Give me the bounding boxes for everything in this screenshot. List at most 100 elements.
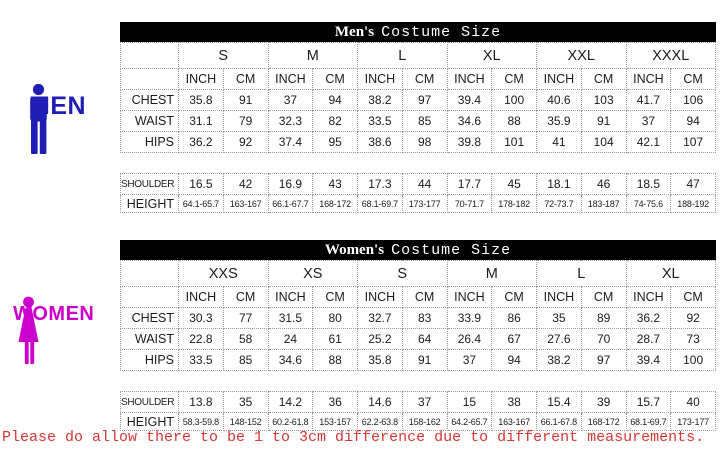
- size-header-m: M: [267, 42, 358, 69]
- value-cell: 91: [222, 89, 269, 111]
- value-cell: 70: [580, 328, 627, 350]
- table-gap: [120, 152, 716, 174]
- unit-header-inch: INCH: [446, 286, 493, 308]
- value-cell: 94: [670, 110, 716, 132]
- row-label-height: HEIGHT: [120, 412, 179, 431]
- value-cell: 83: [401, 307, 448, 329]
- unit-header-inch: INCH: [536, 286, 582, 308]
- unit-header-cm: CM: [670, 68, 716, 90]
- corner-cell: [120, 286, 179, 308]
- value-cell: 72-73.7: [536, 194, 582, 213]
- size-header-m: M: [446, 260, 537, 287]
- value-cell: 97: [580, 349, 627, 371]
- value-cell: 41.7: [625, 89, 672, 111]
- value-cell: 39.4: [625, 349, 672, 371]
- value-cell: 14.2: [267, 391, 314, 413]
- mens-table-title: Men's Costume Size: [120, 22, 716, 42]
- size-header-s: S: [357, 260, 448, 287]
- value-cell: 158-162: [401, 412, 448, 431]
- row-label-height: HEIGHT: [120, 194, 179, 213]
- value-cell: 45: [491, 173, 537, 195]
- size-header-xxl: XXL: [536, 42, 627, 69]
- value-cell: 43: [312, 173, 358, 195]
- value-cell: 22.8: [178, 328, 224, 350]
- row-label-waist: WAIST: [120, 328, 179, 350]
- corner-cell: [120, 260, 179, 287]
- value-cell: 37.4: [267, 131, 314, 153]
- unit-header-inch: INCH: [178, 68, 224, 90]
- size-header-xxs: XXS: [178, 260, 269, 287]
- value-cell: 37: [446, 349, 493, 371]
- value-cell: 25.2: [357, 328, 403, 350]
- value-cell: 104: [580, 131, 627, 153]
- value-cell: 36.2: [625, 307, 672, 329]
- value-cell: 41: [536, 131, 582, 153]
- value-cell: 58: [222, 328, 269, 350]
- row-label-hips: HIPS: [120, 349, 179, 371]
- value-cell: 100: [670, 349, 716, 371]
- value-cell: 32.3: [267, 110, 314, 132]
- woman-figure-icon: [18, 296, 39, 364]
- value-cell: 168-172: [580, 412, 627, 431]
- value-cell: 36: [312, 391, 358, 413]
- value-cell: 85: [401, 110, 448, 132]
- value-cell: 17.7: [446, 173, 493, 195]
- value-cell: 40: [670, 391, 716, 413]
- value-cell: 40.6: [536, 89, 582, 111]
- value-cell: 94: [312, 89, 358, 111]
- value-cell: 28.7: [625, 328, 672, 350]
- value-cell: 188-192: [670, 194, 716, 213]
- value-cell: 73: [670, 328, 716, 350]
- value-cell: 14.6: [357, 391, 403, 413]
- value-cell: 89: [580, 307, 627, 329]
- value-cell: 35: [536, 307, 582, 329]
- women-label: WOMEN: [13, 303, 95, 325]
- mens-size-table: S M L XL XXL XXXL INCH CM INCH CM INCH CM INCH CM INCH…: [120, 42, 716, 213]
- value-cell: 100: [491, 89, 537, 111]
- value-cell: 39.4: [446, 89, 493, 111]
- title-text: Costume Size: [391, 242, 512, 259]
- unit-header-cm: CM: [222, 286, 269, 308]
- value-cell: 92: [222, 131, 269, 153]
- womens-table-title: Women's Costume Size: [120, 240, 716, 260]
- value-cell: 70-71.7: [446, 194, 493, 213]
- row-label-waist: WAIST: [120, 110, 179, 132]
- value-cell: 95: [312, 131, 358, 153]
- unit-header-cm: CM: [580, 68, 627, 90]
- womens-size-chart: Women's Costume Size XXS XS S M L XL INCH CM INCH…: [120, 240, 716, 431]
- value-cell: 38.6: [357, 131, 403, 153]
- value-cell: 33.9: [446, 307, 493, 329]
- value-cell: 64: [401, 328, 448, 350]
- value-cell: 15.4: [536, 391, 582, 413]
- value-cell: 24: [267, 328, 314, 350]
- value-cell: 98: [401, 131, 448, 153]
- value-cell: 30.3: [178, 307, 224, 329]
- value-cell: 35.9: [536, 110, 582, 132]
- value-cell: 68.1-69.7: [625, 412, 672, 431]
- value-cell: 77: [222, 307, 269, 329]
- value-cell: 91: [580, 110, 627, 132]
- value-cell: 163-167: [491, 412, 537, 431]
- value-cell: 35.8: [178, 89, 224, 111]
- row-label-chest: CHEST: [120, 307, 179, 329]
- value-cell: 173-177: [670, 412, 716, 431]
- value-cell: 79: [222, 110, 269, 132]
- corner-cell: [120, 42, 179, 69]
- title-gender: Women's: [324, 242, 385, 258]
- value-cell: 178-182: [491, 194, 537, 213]
- unit-header-inch: INCH: [357, 286, 403, 308]
- unit-header-cm: CM: [491, 68, 537, 90]
- value-cell: 153-157: [312, 412, 358, 431]
- unit-header-cm: CM: [401, 286, 448, 308]
- value-cell: 31.5: [267, 307, 314, 329]
- value-cell: 66.1-67.7: [267, 194, 314, 213]
- value-cell: 97: [401, 89, 448, 111]
- value-cell: 32.7: [357, 307, 403, 329]
- size-header-xxxl: XXXL: [625, 42, 716, 69]
- value-cell: 168-172: [312, 194, 358, 213]
- unit-header-cm: CM: [222, 68, 269, 90]
- value-cell: 34.6: [446, 110, 493, 132]
- men-label: MEN: [29, 92, 87, 120]
- unit-header-inch: INCH: [267, 286, 314, 308]
- value-cell: 88: [312, 349, 358, 371]
